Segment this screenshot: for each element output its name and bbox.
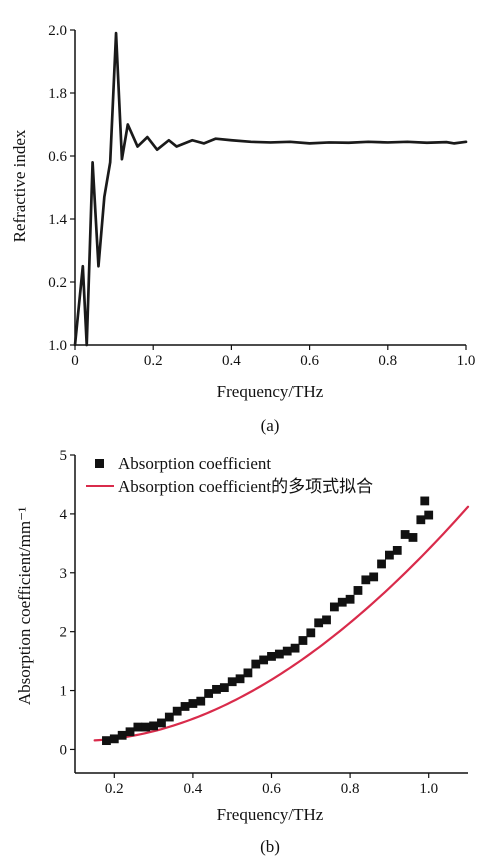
panel-a-x-tick-label: 0.2 [144,353,163,369]
data-point [282,646,292,656]
data-point [227,677,237,687]
panel-b-y-tick-label: 2 [60,625,68,641]
data-point [306,628,316,638]
panel-b-legend: Absorption coefficient Absorption coeffi… [86,454,373,496]
data-point [392,546,402,555]
panel-a-x-tick-label: 0.8 [378,353,397,369]
data-point [377,559,386,569]
data-point [361,575,371,585]
panel-b-y-axis-label: Absorption coefficient/mm⁻¹ [15,507,34,705]
data-point [408,533,418,542]
data-point [369,572,379,582]
panel-b-y-ticks: 0 1 2 3 4 5 [60,448,75,758]
data-point [274,649,284,659]
data-point [204,689,214,698]
panel-a-y-ticks: 1.0 0.2 1.4 0.6 1.8 2.0 [48,23,75,354]
panel-a-label: (a) [261,416,280,435]
data-point [329,602,339,612]
panel-b-x-tick-label: 0.6 [262,781,281,797]
panel-a-x-ticks: 0 0.2 0.4 0.6 0.8 1.0 [71,345,475,369]
panel-b-x-tick-label: 0.8 [341,781,360,797]
panel-b-x-axis-label: Frequency/THz [217,805,324,824]
panel-b-scatter-points [102,496,434,746]
panel-b-y-tick-label: 3 [60,566,68,582]
panel-b-label: (b) [260,837,280,856]
panel-b-y-tick-label: 5 [60,448,68,464]
data-point [219,683,229,693]
data-point [196,696,206,706]
panel-a-chart: 0 0.2 0.4 0.6 0.8 1.0 1.0 0.2 1.4 0.6 1.8 2.0 Freq… [10,23,475,435]
data-point [251,659,261,669]
data-point [259,655,269,665]
panel-a-axes [74,30,466,346]
panel-b-x-tick-label: 0.4 [184,781,203,797]
panel-b-y-tick-label: 4 [60,507,68,523]
panel-a-x-tick-label: 0 [71,353,79,369]
legend-fit-label: Absorption coefficient的多项式拟合 [118,477,373,496]
data-point [117,730,127,740]
panel-a-series [73,31,468,347]
data-point [243,668,253,678]
panel-a-y-tick-label: 0.6 [48,149,67,165]
data-point [322,615,331,625]
panel-a-y-tick-label: 1.8 [48,86,67,102]
panel-b-x-tick-label: 0.2 [105,781,124,797]
data-point [420,496,430,506]
data-point [180,702,190,711]
data-point [102,736,111,746]
panel-a-x-tick-label: 0.6 [300,353,319,369]
data-point [345,594,355,604]
data-point [385,550,394,560]
legend-scatter-marker [95,459,104,468]
data-point [133,722,143,732]
panel-b-y-tick-label: 1 [60,684,68,700]
panel-a-y-tick-label: 1.0 [48,338,67,354]
panel-a-y-tick-label: 2.0 [48,23,67,39]
data-point [424,510,434,520]
data-point [141,722,151,732]
data-point [157,718,166,728]
panel-b-chart: 0.2 0.4 0.6 0.8 1.0 0 1 2 3 4 5 Absorption coeffi… [15,448,470,856]
panel-b-x-ticks: 0.2 0.4 0.6 0.8 1.0 [105,773,438,797]
data-point [400,530,410,539]
panel-a-x-tick-label: 0.4 [222,353,241,369]
panel-b-x-tick-label: 1.0 [419,781,438,797]
data-point [337,597,347,607]
data-point [149,721,158,731]
panel-a-series-line [73,31,468,347]
panel-a-y-tick-label: 1.4 [48,212,67,228]
data-point [125,727,135,737]
data-point [267,652,276,661]
data-point [290,643,300,653]
panel-a-y-tick-label: 0.2 [48,275,67,291]
data-point [212,684,221,694]
panel-a-x-axis-label: Frequency/THz [217,382,324,401]
data-point [172,706,182,716]
data-point [298,636,308,645]
data-point [314,618,324,628]
legend-scatter-label: Absorption coefficient [118,454,271,473]
data-point [235,674,245,684]
panel-a-x-tick-label: 1.0 [457,353,476,369]
panel-b-fit-line [93,505,470,742]
data-point [109,734,119,744]
data-point [353,586,363,595]
panel-b-fit [93,505,470,742]
panel-b-y-tick-label: 0 [60,742,68,758]
data-point [164,712,174,722]
data-point [188,699,198,708]
panel-a-y-axis-label: Refractive index [10,129,29,242]
data-point [416,515,426,525]
